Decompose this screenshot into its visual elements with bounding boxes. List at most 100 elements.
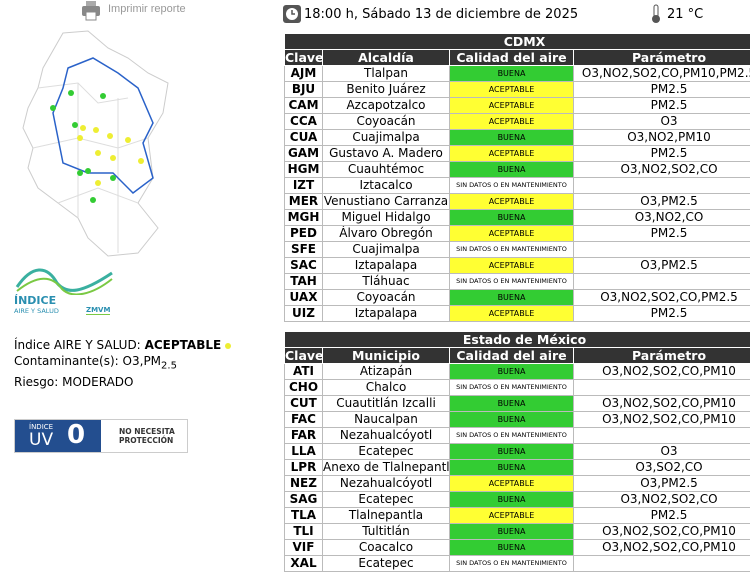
station-name: Gustavo A. Madero [322,145,450,162]
parameters: O3,PM2.5 [572,257,750,274]
column-header: Calidad del aire [449,347,574,364]
parameters: O3 [572,443,750,460]
station-name: Ecatepec [322,443,450,460]
parameters [572,427,750,444]
station-code: VIF [284,539,323,556]
station-name: Nezahualcóyotl [322,475,450,492]
index-block: Índice AIRE Y SALUD: ACEPTABLE Contamina… [14,337,232,390]
station-code: CCA [284,113,323,130]
cdmx-table: CDMX Clave Alcaldía Calidad del aire Parámet… [284,33,750,322]
station-name: Naucalpan [322,411,450,428]
station-row: CAM Azcapotzalco ACEPTABLE PM2.5 [284,97,750,114]
uv-note: NO NECESITA PROTECCIÓN [119,427,175,445]
print-label: Imprimir reporte [108,3,186,15]
station-row: NEZ Nezahualcóyotl ACEPTABLE O3,PM2.5 [284,475,750,492]
station-row: PED Álvaro Obregón ACEPTABLE PM2.5 [284,225,750,242]
index-line: Índice AIRE Y SALUD: ACEPTABLE [14,337,232,353]
air-quality: ACEPTABLE [449,81,574,98]
parameters: PM2.5 [572,507,750,524]
parameters: O3,NO2,SO2,CO,PM10 [572,395,750,412]
station-code: NEZ [284,475,323,492]
station-row: XAL Ecatepec SIN DATOS O EN MANTENIMIENTO [284,555,750,572]
station-name: Tlalnepantla [322,507,450,524]
station-code: MER [284,193,323,210]
uv-title: ÍNDICE [29,423,54,431]
station-row: MER Venustiano Carranza ACEPTABLE O3,PM2.5 [284,193,750,210]
parameters: O3,NO2,SO2,CO,PM10 [572,539,750,556]
column-header: Clave [284,49,323,66]
air-quality: ACEPTABLE [449,113,574,130]
station-code: XAL [284,555,323,572]
parameters [572,177,750,194]
station-name: Iztapalapa [322,257,450,274]
column-header: Parámetro [572,347,750,364]
air-quality: BUENA [449,411,574,428]
station-row: SFE Cuajimalpa SIN DATOS O EN MANTENIMIENT… [284,241,750,258]
print-button[interactable]: Imprimir reporte [80,0,200,22]
station-row: MGH Miguel Hidalgo BUENA O3,NO2,CO [284,209,750,226]
column-header: Alcaldía [322,49,450,66]
station-name: Nezahualcóyotl [322,427,450,444]
station-name: Tlalpan [322,65,450,82]
station-code: CHO [284,379,323,396]
datetime: 18:00 h, Sábado 13 de diciembre de 2025 [304,7,579,22]
table-title: CDMX [284,33,750,50]
station-code: LLA [284,443,323,460]
station-name: Tláhuac [322,273,450,290]
station-row: BJU Benito Juárez ACEPTABLE PM2.5 [284,81,750,98]
column-header: Municipio [322,347,450,364]
air-quality: ACEPTABLE [449,257,574,274]
station-name: Iztacalco [322,177,450,194]
station-name: Benito Juárez [322,81,450,98]
parameters: O3,SO2,CO [572,459,750,476]
parameters [572,273,750,290]
parameters: O3,NO2,SO2,CO,PM10 [572,523,750,540]
station-row: GAM Gustavo A. Madero ACEPTABLE PM2.5 [284,145,750,162]
parameters [572,555,750,572]
parameters: PM2.5 [572,145,750,162]
station-code: ATI [284,363,323,380]
parameters: O3,NO2,SO2,CO [572,491,750,508]
station-row: IZT Iztacalco SIN DATOS O EN MANTENIMIENTO [284,177,750,194]
station-name: Ecatepec [322,491,450,508]
station-name: Cuajimalpa [322,241,450,258]
column-header: Calidad del aire [449,49,574,66]
station-row: AJM Tlalpan BUENA O3,NO2,SO2,CO,PM10,PM2.5 [284,65,750,82]
uv-label: UV [29,430,54,450]
contaminant-line: Contaminante(s): O3,PM2.5 [14,353,231,374]
station-name: Coacalco [322,539,450,556]
station-code: FAC [284,411,323,428]
station-code: SFE [284,241,323,258]
parameters: O3,NO2,SO2,CO [572,161,750,178]
station-row: CHO Chalco SIN DATOS O EN MANTENIMIENTO [284,379,750,396]
parameters: O3,NO2,SO2,CO,PM2.5 [572,289,750,306]
station-row: UAX Coyoacán BUENA O3,NO2,SO2,CO,PM2.5 [284,289,750,306]
station-code: PED [284,225,323,242]
air-quality: SIN DATOS O EN MANTENIMIENTO [449,379,574,396]
station-code: CUA [284,129,323,146]
station-name: Miguel Hidalgo [322,209,450,226]
station-row: SAC Iztapalapa ACEPTABLE O3,PM2.5 [284,257,750,274]
thermometer-icon [652,4,660,23]
logo-region: ZMVM [86,306,111,315]
station-row: VIF Coacalco BUENA O3,NO2,SO2,CO,PM10 [284,539,750,556]
logo-wave [15,268,113,295]
air-quality: BUENA [449,539,574,556]
air-quality: BUENA [449,209,574,226]
station-row: UIZ Iztapalapa ACEPTABLE PM2.5 [284,305,750,322]
air-quality: SIN DATOS O EN MANTENIMIENTO [449,177,574,194]
station-name: Coyoacán [322,289,450,306]
parameters: O3,NO2,SO2,CO,PM10,PM2.5 [572,65,750,82]
temperature: 21 °C [667,7,704,22]
air-quality: ACEPTABLE [449,475,574,492]
station-row: HGM Cuauhtémoc BUENA O3,NO2,SO2,CO [284,161,750,178]
station-code: AJM [284,65,323,82]
logo-title: ÍNDICE [14,294,57,307]
header-row: Clave Alcaldía Calidad del aire Parámetro [284,49,750,66]
station-name: Iztapalapa [322,305,450,322]
station-row: CUA Cuajimalpa BUENA O3,NO2,PM10 [284,129,750,146]
parameters: PM2.5 [572,225,750,242]
title-row: CDMX [284,33,750,50]
station-code: TLI [284,523,323,540]
air-quality: ACEPTABLE [449,145,574,162]
